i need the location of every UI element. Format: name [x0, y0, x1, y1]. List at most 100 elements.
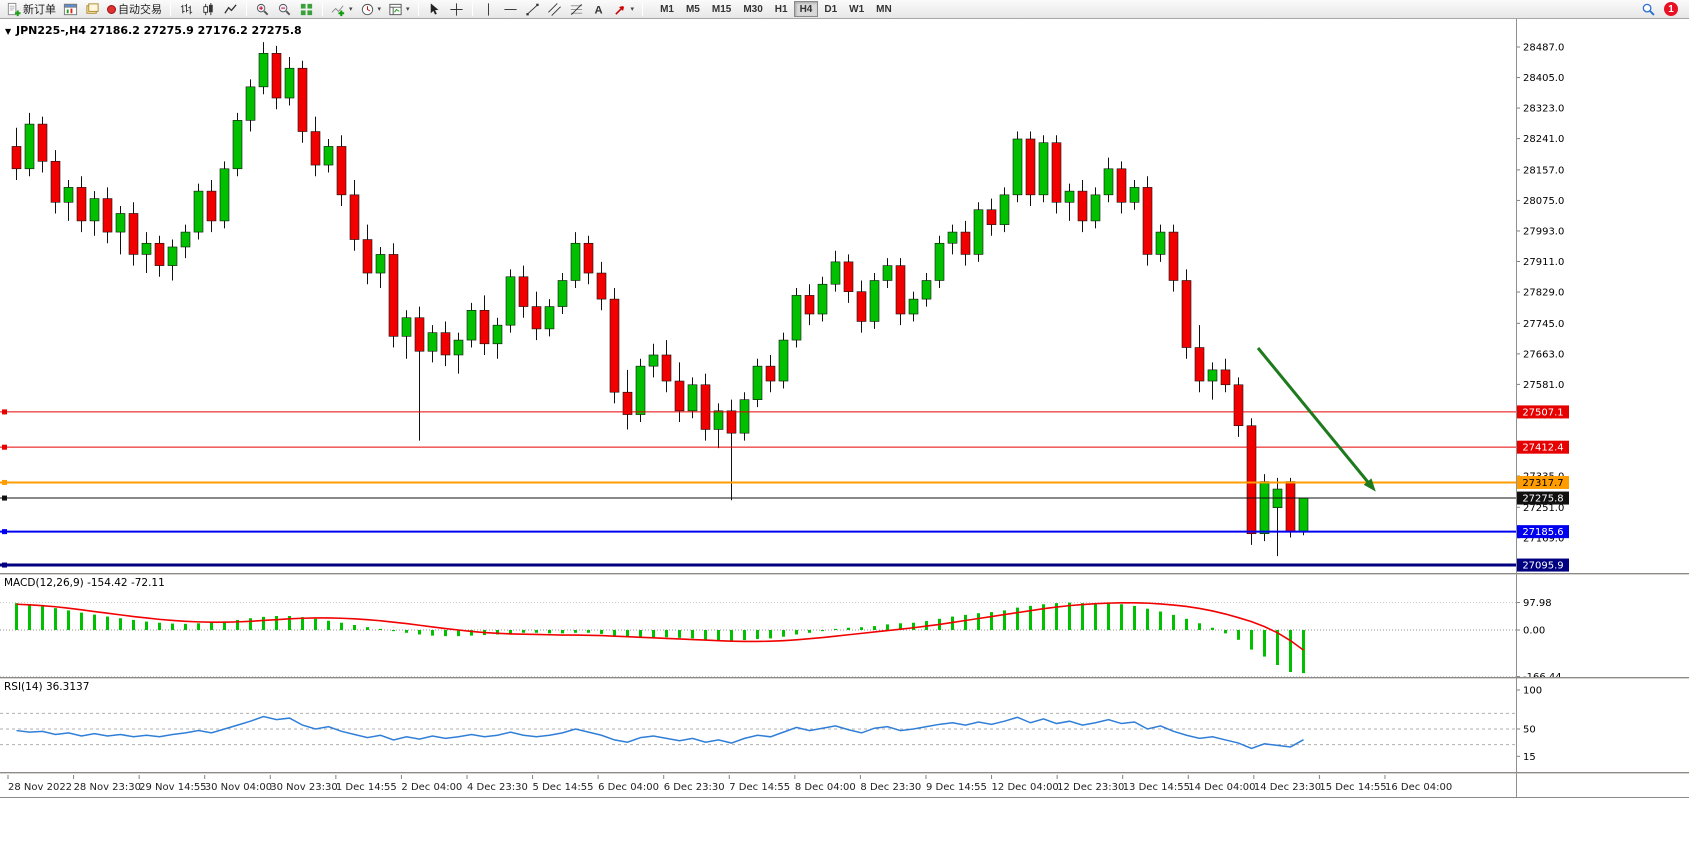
- svg-text:8 Dec 23:30: 8 Dec 23:30: [860, 782, 921, 793]
- svg-text:30 Nov 23:30: 30 Nov 23:30: [270, 782, 337, 793]
- bar-chart-icon: [180, 3, 193, 14]
- chart-window-icon: [63, 3, 78, 15]
- vertical-line-icon: [487, 2, 489, 16]
- chart-canvas[interactable]: 28487.0 28405.0 28323.0 28241.0 28157.0 28075…: [0, 19, 1689, 860]
- rsi-panel: [0, 689, 1520, 757]
- svg-text:5 Dec 14:55: 5 Dec 14:55: [533, 782, 594, 793]
- templates-button[interactable]: ▾: [385, 1, 413, 18]
- timeframe-h4-button[interactable]: H4: [793, 1, 819, 17]
- periods-button[interactable]: ▾: [357, 1, 385, 18]
- svg-text:16 Dec 04:00: 16 Dec 04:00: [1385, 782, 1452, 793]
- line-chart-mode-button[interactable]: [220, 1, 241, 18]
- new-order-label: 新订单: [23, 4, 56, 16]
- svg-text:27169.0: 27169.0: [1523, 533, 1564, 544]
- svg-text:27095.9: 27095.9: [1522, 561, 1563, 572]
- tile-windows-button[interactable]: [296, 1, 317, 18]
- horizontal-line-tool-button[interactable]: [500, 1, 521, 18]
- timeframe-mn-button[interactable]: MN: [870, 1, 898, 17]
- svg-text:13 Dec 14:55: 13 Dec 14:55: [1123, 782, 1190, 793]
- price-level-lines[interactable]: [0, 405, 1569, 572]
- candlestick-series: [11, 42, 1309, 557]
- dropdown-caret-icon: ▾: [377, 6, 382, 13]
- indicators-icon: [331, 4, 345, 16]
- toolbar-separator: [246, 2, 247, 16]
- candle-chart-mode-button[interactable]: [198, 1, 219, 18]
- text-icon: A: [594, 4, 602, 16]
- svg-text:15 Dec 14:55: 15 Dec 14:55: [1319, 782, 1386, 793]
- time-axis[interactable]: [0, 775, 1689, 798]
- svg-text:14 Dec 23:30: 14 Dec 23:30: [1254, 782, 1321, 793]
- arrow-object-icon: [614, 5, 624, 15]
- svg-text:28487.0: 28487.0: [1523, 43, 1564, 54]
- svg-text:27185.6: 27185.6: [1522, 527, 1563, 538]
- bar-chart-mode-button[interactable]: [176, 1, 197, 18]
- price-level-badge: [1517, 475, 1569, 489]
- svg-text:27663.0: 27663.0: [1523, 349, 1564, 360]
- macd-label: MACD(12,26,9) -154.42 -72.11: [4, 577, 165, 589]
- svg-text:28157.0: 28157.0: [1523, 165, 1564, 176]
- timeframe-h1-button[interactable]: H1: [769, 1, 794, 17]
- timeframe-d1-button[interactable]: D1: [818, 1, 843, 17]
- trendline-tool-button[interactable]: [522, 1, 543, 18]
- svg-text:27251.0: 27251.0: [1523, 503, 1564, 514]
- timeframe-m5-button[interactable]: M5: [680, 1, 706, 17]
- profiles-icon: [86, 2, 99, 14]
- zoom-in-button[interactable]: [252, 1, 273, 18]
- arrows-tool-button[interactable]: ▾: [610, 1, 638, 18]
- symbol-ohlc-label: JPN225-,H4 27186.2 27275.9 27176.2 27275…: [15, 24, 302, 37]
- timeframe-w1-button[interactable]: W1: [843, 1, 870, 17]
- toolbar-separator: [471, 2, 473, 16]
- svg-text:50: 50: [1523, 725, 1536, 736]
- macd-panel: [0, 602, 1520, 678]
- svg-text:28241.0: 28241.0: [1523, 134, 1564, 145]
- zoom-in-icon: [256, 3, 269, 15]
- timeframe-m30-button[interactable]: M30: [737, 1, 768, 17]
- timeframe-m1-button[interactable]: M1: [654, 1, 680, 17]
- tile-windows-icon: [300, 3, 313, 15]
- candlestick-chart-icon: [203, 2, 213, 15]
- indicators-button[interactable]: ▾: [328, 1, 356, 18]
- zoom-out-button[interactable]: [274, 1, 295, 18]
- svg-text:4 Dec 23:30: 4 Dec 23:30: [467, 782, 528, 793]
- svg-text:97.98: 97.98: [1523, 598, 1552, 609]
- svg-text:28405.0: 28405.0: [1523, 73, 1564, 84]
- fibonacci-tool-button[interactable]: [566, 1, 587, 18]
- channel-tool-button[interactable]: [544, 1, 565, 18]
- horizontal-line-icon: [503, 8, 517, 10]
- notification-badge[interactable]: 1: [1664, 2, 1678, 16]
- svg-text:12 Dec 04:00: 12 Dec 04:00: [992, 782, 1059, 793]
- price-level-badge: [1517, 558, 1569, 572]
- svg-text:30 Nov 04:00: 30 Nov 04:00: [205, 782, 272, 793]
- rsi-label: RSI(14) 36.3137: [4, 681, 89, 693]
- main-toolbar: 新订单 自动交易: [0, 0, 1689, 19]
- svg-text:9 Dec 14:55: 9 Dec 14:55: [926, 782, 987, 793]
- clock-icon: [361, 3, 373, 15]
- svg-text:14 Dec 04:00: 14 Dec 04:00: [1188, 782, 1255, 793]
- autotrading-button[interactable]: 自动交易: [104, 1, 165, 18]
- cursor-icon: [430, 2, 438, 15]
- svg-text:27581.0: 27581.0: [1523, 380, 1564, 391]
- new-order-button[interactable]: 新订单: [3, 1, 59, 18]
- trend-arrow-annotation[interactable]: [1256, 347, 1376, 492]
- search-button[interactable]: [1638, 1, 1659, 18]
- svg-text:27829.0: 27829.0: [1523, 288, 1564, 299]
- new-chart-button[interactable]: [60, 1, 81, 18]
- profiles-button[interactable]: [82, 1, 103, 18]
- fibonacci-icon: [570, 3, 582, 15]
- svg-text:27317.7: 27317.7: [1522, 478, 1563, 489]
- crosshair-icon: [449, 2, 463, 16]
- svg-text:27745.0: 27745.0: [1523, 319, 1564, 330]
- zoom-out-icon: [278, 3, 291, 15]
- svg-text:0.00: 0.00: [1523, 626, 1545, 637]
- text-tool-button[interactable]: A: [588, 1, 609, 18]
- new-order-icon: [7, 2, 21, 16]
- autotrading-status-icon: [107, 4, 116, 14]
- vertical-line-tool-button[interactable]: [478, 1, 499, 18]
- line-chart-icon: [224, 3, 237, 14]
- timeframe-m15-button[interactable]: M15: [706, 1, 737, 17]
- svg-text:6 Dec 04:00: 6 Dec 04:00: [598, 782, 659, 793]
- crosshair-tool-button[interactable]: [446, 1, 467, 18]
- cursor-tool-button[interactable]: [424, 1, 445, 18]
- trendline-icon: [525, 3, 539, 15]
- price-level-badge: [1517, 440, 1569, 454]
